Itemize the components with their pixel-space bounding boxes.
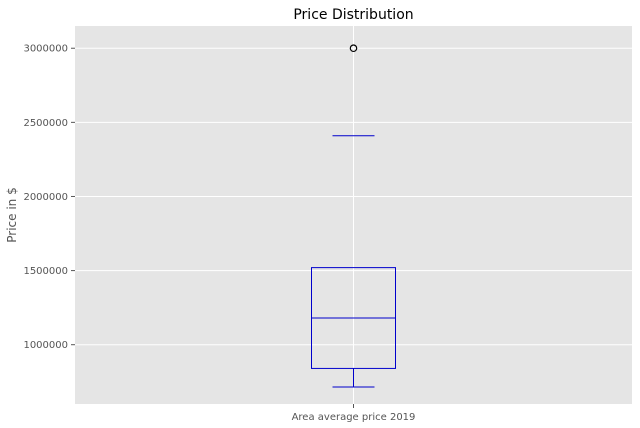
y-tick-label: 1500000 (23, 266, 68, 277)
y-tick-label: 3000000 (23, 44, 68, 55)
y-axis-label: Price in $ (5, 187, 19, 242)
y-tick-label: 2000000 (23, 192, 68, 203)
x-axis-ticks: Area average price 2019 (292, 404, 416, 423)
y-tick-label: 1000000 (23, 340, 68, 351)
x-tick-label: Area average price 2019 (292, 412, 416, 423)
outlier-point (349, 44, 358, 53)
y-axis-ticks: 1000000 1500000 2000000 2500000 3000000 (23, 44, 75, 351)
chart-title: Price Distribution (293, 7, 413, 23)
box-plot (311, 44, 396, 388)
y-tick-label: 2500000 (23, 118, 68, 129)
